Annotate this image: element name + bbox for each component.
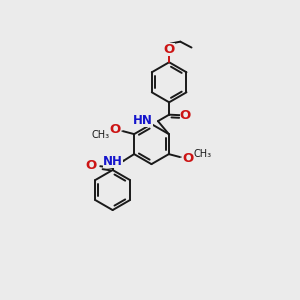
Text: O: O: [180, 109, 191, 122]
Text: CH₃: CH₃: [194, 148, 212, 158]
Text: O: O: [110, 124, 121, 136]
Text: CH₃: CH₃: [91, 130, 110, 140]
Text: O: O: [182, 152, 193, 165]
Text: O: O: [164, 44, 175, 56]
Text: HN: HN: [133, 114, 153, 127]
Text: O: O: [85, 159, 96, 172]
Text: NH: NH: [103, 155, 123, 168]
